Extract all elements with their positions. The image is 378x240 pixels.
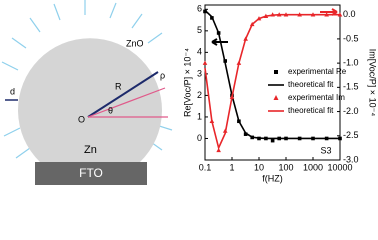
fto-substrate	[35, 162, 147, 185]
chart: 0.1 1 10 100 1000 10000 0 1 2 3 4 5 6 0.0 -0.5 -1.0 -1.5…	[182, 4, 377, 184]
y-tick-label: 1	[197, 111, 202, 121]
marker	[243, 132, 248, 136]
legend-marker	[274, 70, 278, 74]
rho-line	[87, 87, 166, 118]
label: θ	[108, 105, 113, 115]
annotation: S3	[320, 145, 331, 155]
y-axis-label: Re[Voc/P] × 10⁻⁴	[182, 48, 192, 117]
y2-tick-label: -1.0	[343, 58, 359, 68]
legend-label: experimental Im	[288, 93, 345, 102]
legend-label: theoretical fit	[288, 106, 334, 115]
legend-label: theoretical fit	[288, 80, 334, 89]
y2-axis-label: Im[Voc/P] × 10⁻⁴	[368, 49, 378, 117]
fit-line	[204, 9, 340, 140]
r-line	[87, 71, 159, 118]
y-tick-label: 0	[197, 133, 202, 143]
label: d	[10, 86, 15, 96]
y2-tick-label: -1.5	[343, 82, 359, 92]
fit-line	[204, 13, 340, 151]
x-tick-label: 100	[278, 162, 293, 172]
label: ZnO	[126, 38, 144, 48]
legend-label: experimental Re	[288, 67, 347, 76]
label: R	[115, 81, 122, 91]
y2-tick-label: -2.0	[343, 106, 359, 116]
y2-tick-label: -2.5	[343, 130, 359, 140]
y2-tick-label: 0.0	[343, 9, 356, 19]
label: ρ	[160, 70, 165, 80]
y-tick-label: 2	[197, 90, 202, 100]
x-tick-label: 1000	[303, 162, 323, 172]
x-tick-label: 10000	[327, 162, 352, 172]
diagram: ZnO R ρ O θ d Zn FTO	[1, 0, 173, 185]
x-axis-label: f(HZ)	[262, 173, 283, 183]
plot-frame	[204, 4, 341, 161]
marker	[270, 138, 275, 143]
y-tick-label: 4	[197, 47, 202, 57]
y2-tick-label: -3.0	[343, 154, 359, 164]
y-tick-label: 6	[197, 4, 202, 14]
x-tick-label: 10	[254, 162, 264, 172]
marker	[202, 60, 208, 65]
y-tick-label: 5	[197, 25, 202, 35]
label: O	[78, 114, 85, 124]
label: FTO	[79, 166, 103, 180]
y2-tick-label: -0.5	[343, 33, 359, 43]
zn-sphere	[18, 38, 162, 162]
legend-marker	[273, 95, 279, 100]
x-tick-label: 0.1	[199, 162, 212, 172]
label: Zn	[84, 144, 97, 156]
x-tick-label: 1	[229, 162, 234, 172]
figure: ZnO R ρ O θ d Zn FTO 0.1 1 10 100 1000 100000…	[1, 0, 378, 185]
y-tick-label: 3	[197, 68, 202, 78]
marker	[216, 147, 221, 153]
